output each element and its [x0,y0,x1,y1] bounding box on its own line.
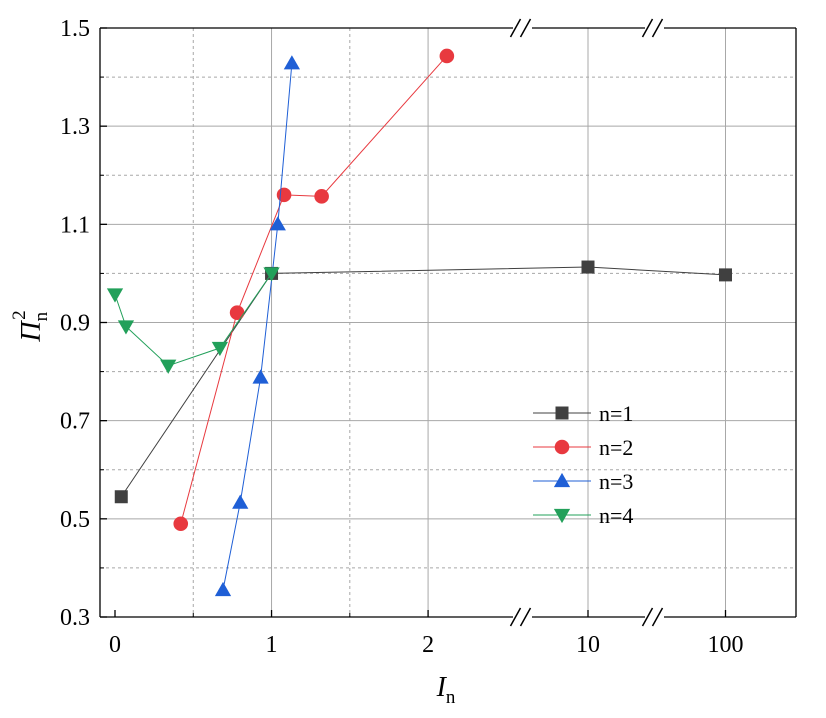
axis-break-mark [519,18,532,38]
axis-break-mark [509,607,522,627]
legend-entry: n=4 [533,503,633,528]
legend-entry: n=1 [533,401,633,426]
series-line [120,266,726,498]
legend: n=1 n=2 n=3 n=4 [533,401,633,528]
data-point [211,341,229,357]
series-3 [214,55,301,597]
legend-label: n=1 [599,401,633,426]
data-point [214,581,232,597]
x-tick-label: 2 [422,632,434,658]
data-point [114,490,128,504]
data-point [229,305,245,320]
x-axis-title: In [436,672,456,708]
legend-marker [554,439,570,455]
y-tick-label: 1.1 [60,212,90,238]
legend-entry: n=2 [533,435,633,460]
x-tick-label: 0 [109,632,121,658]
data-point [276,187,292,203]
data-point [106,288,124,303]
y-axis-title-main: Π [16,320,47,343]
data-point [719,268,732,282]
data-point [173,516,189,532]
y-tick-label: 0.5 [60,507,90,533]
x-tick-label: 10 [576,632,600,658]
legend-marker [555,406,569,420]
data-point [439,48,455,64]
data-point [160,359,177,374]
data-point [314,189,329,204]
axes: 0.3 0.5 0.7 0.9 1.1 1.3 1.5 0 1 2 10 100 [60,16,797,658]
grid [100,28,796,617]
x-axis-title-sub: n [446,687,456,708]
legend-entry: n=3 [533,469,633,494]
x-axis-title-main: I [436,672,448,703]
axis-break-mark [509,18,522,38]
legend-label: n=2 [599,435,633,460]
y-tick-label: 0.7 [60,409,90,435]
axis-break-mark [651,607,664,627]
series-1 [114,260,732,504]
y-tick-label: 1.3 [60,114,90,140]
axis-break-mark [641,607,654,627]
legend-marker [553,472,571,488]
series-4 [106,267,280,374]
data-point [232,494,249,509]
data-point [263,267,280,282]
series-2 [173,48,455,532]
y-tick-label: 0.3 [60,605,90,631]
series-group [106,48,732,597]
legend-marker [553,508,571,524]
data-point [269,216,286,231]
data-point [252,369,269,384]
legend-label: n=3 [599,469,633,494]
data-point [117,320,135,335]
axis-break-mark [641,18,654,38]
axis-break-mark [519,607,532,627]
y-tick-label: 0.9 [60,311,90,337]
x-tick-label: 1 [266,632,278,658]
legend-label: n=4 [599,503,633,528]
data-point [581,260,595,274]
y-axis-title-sup: 2 [9,310,30,320]
y-axis-title-sub: n [31,311,52,321]
y-axis-title: Πn2 [9,310,52,342]
x-tick-label: 100 [708,632,744,658]
y-tick-label: 1.5 [60,16,90,42]
data-point [283,55,301,70]
axis-break-mark [651,18,664,38]
